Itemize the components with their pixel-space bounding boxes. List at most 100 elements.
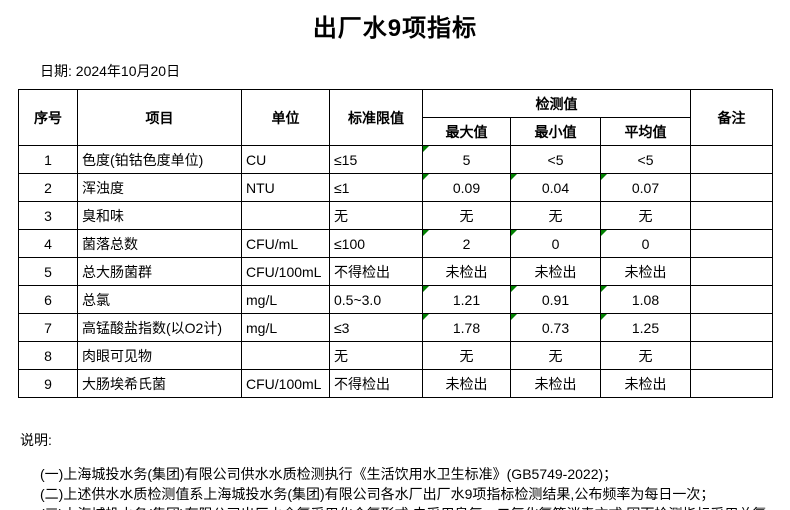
cell-max: 无 <box>422 201 511 230</box>
cell-limit: 不得检出 <box>329 369 423 398</box>
cell-avg: 未检出 <box>600 369 691 398</box>
col-header-limit: 标准限值 <box>329 89 423 146</box>
cell-max: 0.09 <box>422 173 511 202</box>
cell-avg: 无 <box>600 341 691 370</box>
cell-no: 8 <box>18 341 78 370</box>
cell-remark <box>690 369 773 398</box>
cell-remark <box>690 229 773 258</box>
cell-item: 总氯 <box>77 285 242 314</box>
cell-min: 0 <box>510 229 601 258</box>
table-row: 6 总氯 mg/L 0.5~3.0 1.21 0.91 1.08 <box>18 285 773 314</box>
cell-no: 6 <box>18 285 78 314</box>
cell-remark <box>690 173 773 202</box>
cell-remark <box>690 313 773 342</box>
cell-max: 未检出 <box>422 369 511 398</box>
cell-remark <box>690 341 773 370</box>
cell-max: 无 <box>422 341 511 370</box>
cell-item: 色度(铂钴色度单位) <box>77 145 242 174</box>
cell-remark <box>690 145 773 174</box>
cell-avg: 1.08 <box>600 285 691 314</box>
cell-limit: 0.5~3.0 <box>329 285 423 314</box>
table-row: 1 色度(铂钴色度单位) CU ≤15 5 <5 <5 <box>18 145 773 174</box>
indicator-table: 序号 项目 单位 标准限值 检测值 备注 最大值 最小值 平均值 1 色度(铂钴色… <box>18 89 773 398</box>
cell-min: 0.04 <box>510 173 601 202</box>
notes-label: 说明: <box>20 432 52 448</box>
cell-no: 2 <box>18 173 78 202</box>
cell-avg: 1.25 <box>600 313 691 342</box>
note-line: (二)上述供水水质检测值系上海城投水务(集团)有限公司各水厂出厂水9项指标检测结… <box>40 486 715 502</box>
cell-unit: CU <box>241 145 330 174</box>
table-row: 5 总大肠菌群 CFU/100mL 不得检出 未检出 未检出 未检出 <box>18 257 773 286</box>
cell-unit: CFU/100mL <box>241 257 330 286</box>
cell-limit: ≤100 <box>329 229 423 258</box>
table-row: 4 菌落总数 CFU/mL ≤100 2 0 0 <box>18 229 773 258</box>
cell-min: 0.91 <box>510 285 601 314</box>
cell-unit: CFU/mL <box>241 229 330 258</box>
cell-no: 9 <box>18 369 78 398</box>
cell-unit <box>241 201 330 230</box>
cell-item: 总大肠菌群 <box>77 257 242 286</box>
cell-item: 大肠埃希氏菌 <box>77 369 242 398</box>
cell-limit: 无 <box>329 201 423 230</box>
cell-no: 3 <box>18 201 78 230</box>
table-row: 7 高锰酸盐指数(以O2计) mg/L ≤3 1.78 0.73 1.25 <box>18 313 773 342</box>
cell-min: 未检出 <box>510 369 601 398</box>
cell-max: 1.78 <box>422 313 511 342</box>
cell-item: 臭和味 <box>77 201 242 230</box>
note-line: (三)上海城投水务(集团)有限公司出厂水余氯采用化合氯形式,未采用臭氧、二氧化氯… <box>40 504 790 510</box>
col-header-item: 项目 <box>77 89 242 146</box>
cell-max: 1.21 <box>422 285 511 314</box>
cell-min: 0.73 <box>510 313 601 342</box>
cell-unit: mg/L <box>241 313 330 342</box>
cell-min: <5 <box>510 145 601 174</box>
notes-list: (一)上海城投水务(集团)有限公司供水水质检测执行《生活饮用水卫生标准》(GB5… <box>20 464 790 510</box>
cell-avg: 无 <box>600 201 691 230</box>
col-header-min: 最小值 <box>510 117 601 146</box>
col-header-detection-group: 检测值 <box>422 89 691 118</box>
cell-unit: NTU <box>241 173 330 202</box>
cell-limit: ≤1 <box>329 173 423 202</box>
cell-no: 7 <box>18 313 78 342</box>
cell-remark <box>690 257 773 286</box>
page-title: 出厂水9项指标 <box>312 15 478 42</box>
cell-remark <box>690 285 773 314</box>
cell-remark <box>690 201 773 230</box>
table-body: 1 色度(铂钴色度单位) CU ≤15 5 <5 <5 2 浑浊度 NTU ≤1 0.09 0.04 0.… <box>18 145 773 398</box>
table-row: 8 肉眼可见物无无无无 <box>18 341 773 370</box>
cell-item: 浑浊度 <box>77 173 242 202</box>
table-header: 序号 项目 单位 标准限值 检测值 备注 最大值 最小值 平均值 <box>18 89 773 146</box>
note-line: (一)上海城投水务(集团)有限公司供水水质检测执行《生活饮用水卫生标准》(GB5… <box>40 466 618 482</box>
cell-item: 菌落总数 <box>77 229 242 258</box>
cell-limit: ≤15 <box>329 145 423 174</box>
cell-no: 4 <box>18 229 78 258</box>
cell-max: 未检出 <box>422 257 511 286</box>
table-row: 9 大肠埃希氏菌 CFU/100mL 不得检出 未检出 未检出 未检出 <box>18 369 773 398</box>
col-header-max: 最大值 <box>422 117 511 146</box>
cell-max: 2 <box>422 229 511 258</box>
cell-min: 无 <box>510 341 601 370</box>
cell-limit: 无 <box>329 341 423 370</box>
report-date: 日期: 2024年10月20日 <box>40 63 181 79</box>
cell-unit: CFU/100mL <box>241 369 330 398</box>
col-header-unit: 单位 <box>241 89 330 146</box>
cell-no: 1 <box>18 145 78 174</box>
cell-limit: ≤3 <box>329 313 423 342</box>
cell-unit: mg/L <box>241 285 330 314</box>
cell-item: 高锰酸盐指数(以O2计) <box>77 313 242 342</box>
cell-avg: 未检出 <box>600 257 691 286</box>
cell-max: 5 <box>422 145 511 174</box>
cell-min: 未检出 <box>510 257 601 286</box>
cell-min: 无 <box>510 201 601 230</box>
table-row: 3 臭和味无无无无 <box>18 201 773 230</box>
notes-section: 说明: (一)上海城投水务(集团)有限公司供水水质检测执行《生活饮用水卫生标准》… <box>20 430 790 510</box>
cell-unit <box>241 341 330 370</box>
col-header-no: 序号 <box>18 89 78 146</box>
cell-avg: <5 <box>600 145 691 174</box>
table-row: 2 浑浊度 NTU ≤1 0.09 0.04 0.07 <box>18 173 773 202</box>
cell-avg: 0.07 <box>600 173 691 202</box>
col-header-remark: 备注 <box>690 89 773 146</box>
cell-avg: 0 <box>600 229 691 258</box>
cell-limit: 不得检出 <box>329 257 423 286</box>
cell-item: 肉眼可见物 <box>77 341 242 370</box>
